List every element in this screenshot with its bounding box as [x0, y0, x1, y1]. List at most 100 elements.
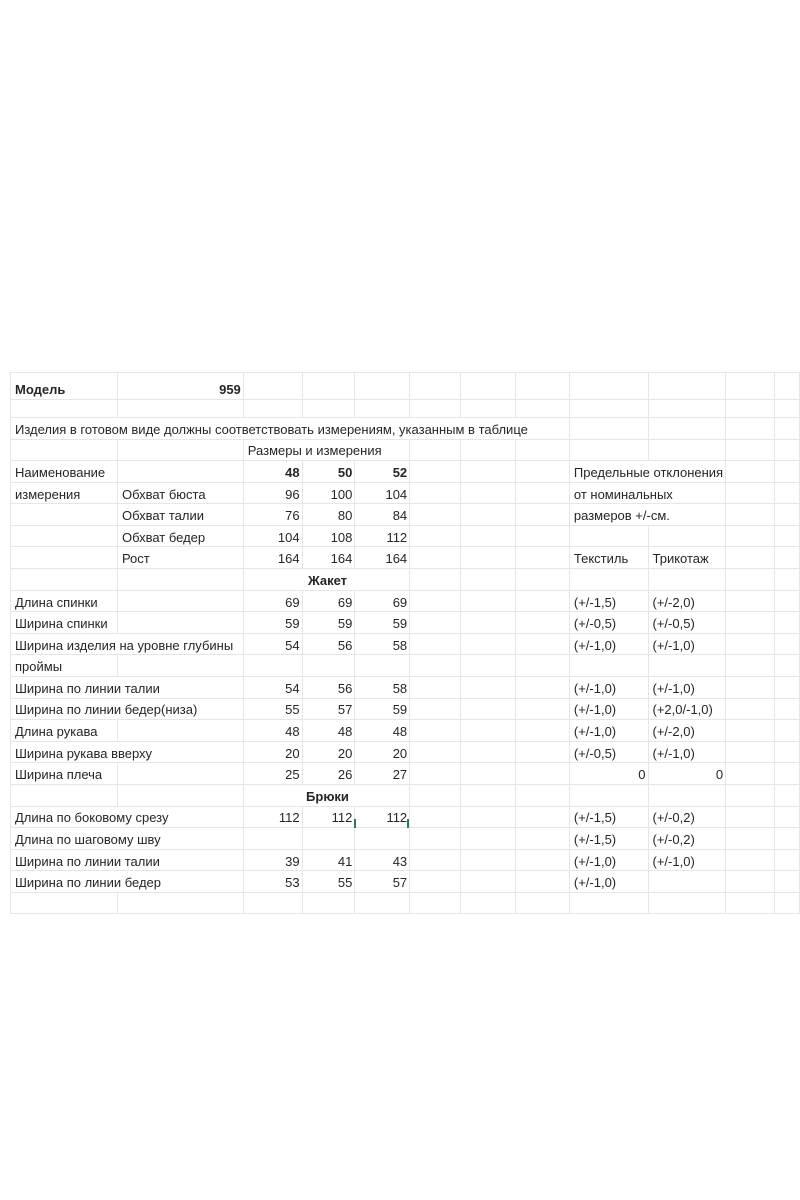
empty-cell[interactable] [409, 611, 462, 634]
empty-cell[interactable] [460, 589, 516, 613]
grid-cell[interactable] [460, 891, 516, 915]
tolerance-cell[interactable]: (+/-1,0) [647, 848, 727, 872]
empty-cell[interactable] [460, 632, 516, 656]
value-cell[interactable]: 55 [301, 870, 356, 893]
empty-cell[interactable] [514, 589, 570, 613]
empty-cell[interactable] [460, 611, 516, 634]
row-label-cell[interactable]: Длина по шаговому шву [10, 827, 244, 850]
value-cell[interactable]: 39 [242, 848, 303, 872]
grid-cell[interactable] [725, 827, 775, 850]
empty-cell[interactable] [514, 870, 570, 893]
row-label-cell[interactable]: Ширина изделия на уровне глубины [10, 632, 244, 656]
grid-cell[interactable] [773, 438, 800, 461]
grid-cell[interactable] [647, 417, 727, 440]
value-cell[interactable] [301, 827, 356, 850]
empty-cell[interactable] [116, 611, 244, 634]
empty-cell[interactable] [460, 740, 516, 764]
grid-cell[interactable] [116, 783, 244, 807]
tolerance-cell[interactable]: 0 [568, 762, 649, 785]
row-label-cell[interactable]: Ширина по линии талии [10, 675, 244, 699]
grid-cell[interactable] [568, 417, 649, 440]
empty-cell[interactable] [460, 675, 516, 699]
value-cell[interactable]: 100 [301, 481, 356, 505]
value-cell[interactable]: 84 [354, 503, 411, 526]
grid-cell[interactable] [568, 399, 649, 418]
value-cell[interactable] [354, 654, 411, 677]
empty-cell[interactable] [10, 546, 118, 569]
empty-cell[interactable] [409, 460, 462, 483]
empty-cell[interactable] [514, 654, 570, 677]
value-cell[interactable]: 20 [242, 740, 303, 764]
empty-cell[interactable] [460, 697, 516, 721]
grid-cell[interactable] [725, 848, 775, 872]
value-cell[interactable]: 112 [301, 805, 356, 829]
row-label-cell[interactable]: Обхват талии [116, 503, 244, 526]
grid-cell[interactable] [773, 783, 800, 807]
value-cell[interactable]: 69 [354, 589, 411, 613]
empty-cell[interactable] [409, 524, 462, 548]
grid-cell[interactable] [10, 783, 118, 807]
value-cell[interactable]: 48 [301, 719, 356, 742]
tolerance-cell[interactable] [568, 654, 649, 677]
grid-cell[interactable] [647, 372, 727, 400]
grid-cell[interactable] [514, 372, 570, 400]
value-cell[interactable]: 56 [301, 675, 356, 699]
tolerance-note[interactable]: от номинальных [568, 481, 727, 505]
grid-cell[interactable] [773, 827, 800, 850]
value-cell[interactable]: 59 [242, 611, 303, 634]
value-cell[interactable]: 25 [242, 762, 303, 785]
grid-cell[interactable] [725, 719, 775, 742]
grid-cell[interactable] [773, 589, 800, 613]
tolerance-note[interactable]: Предельные отклонения [568, 460, 727, 483]
tolerance-cell[interactable]: 0 [647, 762, 727, 785]
tolerance-cell[interactable]: (+/-1,0) [568, 719, 649, 742]
tolerance-cell[interactable]: (+/-1,5) [568, 589, 649, 613]
grid-cell[interactable] [10, 399, 118, 418]
grid-cell[interactable] [460, 438, 516, 461]
value-cell[interactable]: 57 [354, 870, 411, 893]
value-cell[interactable]: 69 [242, 589, 303, 613]
row-label-cell[interactable]: Длина по боковому срезу [10, 805, 244, 829]
grid-cell[interactable] [242, 891, 303, 915]
tolerance-cell[interactable]: (+/-1,0) [568, 848, 649, 872]
value-cell[interactable]: 76 [242, 503, 303, 526]
grid-cell[interactable] [514, 438, 570, 461]
grid-cell[interactable] [116, 399, 244, 418]
empty-cell[interactable] [514, 697, 570, 721]
grid-cell[interactable] [514, 783, 570, 807]
grid-cell[interactable] [725, 438, 775, 461]
empty-cell[interactable] [514, 481, 570, 505]
grid-cell[interactable] [725, 417, 775, 440]
row-label-cell[interactable]: Ширина рукава вверху [10, 740, 244, 764]
value-cell[interactable]: 59 [354, 611, 411, 634]
grid-cell[interactable] [409, 372, 462, 400]
empty-cell[interactable] [10, 503, 118, 526]
grid-cell[interactable] [725, 546, 775, 569]
value-cell[interactable]: 112 [354, 524, 411, 548]
grid-cell[interactable] [725, 632, 775, 656]
empty-cell[interactable] [116, 589, 244, 613]
measure-name-label[interactable]: измерения [10, 481, 118, 505]
grid-cell[interactable] [773, 697, 800, 721]
grid-cell[interactable] [568, 891, 649, 915]
tolerance-cell[interactable]: (+/-2,0) [647, 589, 727, 613]
value-cell[interactable]: 48 [242, 719, 303, 742]
tolerance-cell[interactable]: (+/-0,2) [647, 805, 727, 829]
tolerance-cell[interactable]: (+/-0,5) [647, 611, 727, 634]
grid-cell[interactable] [568, 438, 649, 461]
empty-cell[interactable] [514, 632, 570, 656]
tolerance-cell[interactable] [647, 654, 727, 677]
grid-cell[interactable] [725, 589, 775, 613]
grid-cell[interactable] [773, 805, 800, 829]
empty-cell[interactable] [460, 805, 516, 829]
grid-cell[interactable] [647, 891, 727, 915]
value-cell[interactable]: 54 [242, 632, 303, 656]
grid-cell[interactable] [460, 372, 516, 400]
value-cell[interactable]: 54 [242, 675, 303, 699]
value-cell[interactable] [242, 654, 303, 677]
grid-cell[interactable] [354, 399, 411, 418]
tolerance-cell[interactable]: (+/-1,0) [568, 632, 649, 656]
value-cell[interactable]: 20 [301, 740, 356, 764]
row-label-cell[interactable]: Рост [116, 546, 244, 569]
grid-cell[interactable] [725, 481, 775, 505]
